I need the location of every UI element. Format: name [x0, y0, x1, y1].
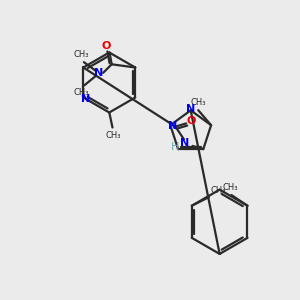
Text: N: N [181, 138, 190, 148]
Text: CH₃: CH₃ [190, 98, 206, 107]
Text: N: N [186, 104, 195, 114]
Text: CH₃: CH₃ [210, 186, 226, 195]
Text: O: O [187, 116, 196, 126]
Text: H: H [171, 142, 180, 152]
Text: N: N [94, 68, 104, 78]
Text: CH₃: CH₃ [106, 131, 121, 140]
Text: CH₃: CH₃ [223, 183, 238, 192]
Text: N: N [81, 94, 90, 103]
Text: CH₃: CH₃ [74, 88, 89, 97]
Text: CH₃: CH₃ [74, 50, 89, 59]
Text: N: N [168, 121, 177, 131]
Text: O: O [102, 41, 111, 51]
